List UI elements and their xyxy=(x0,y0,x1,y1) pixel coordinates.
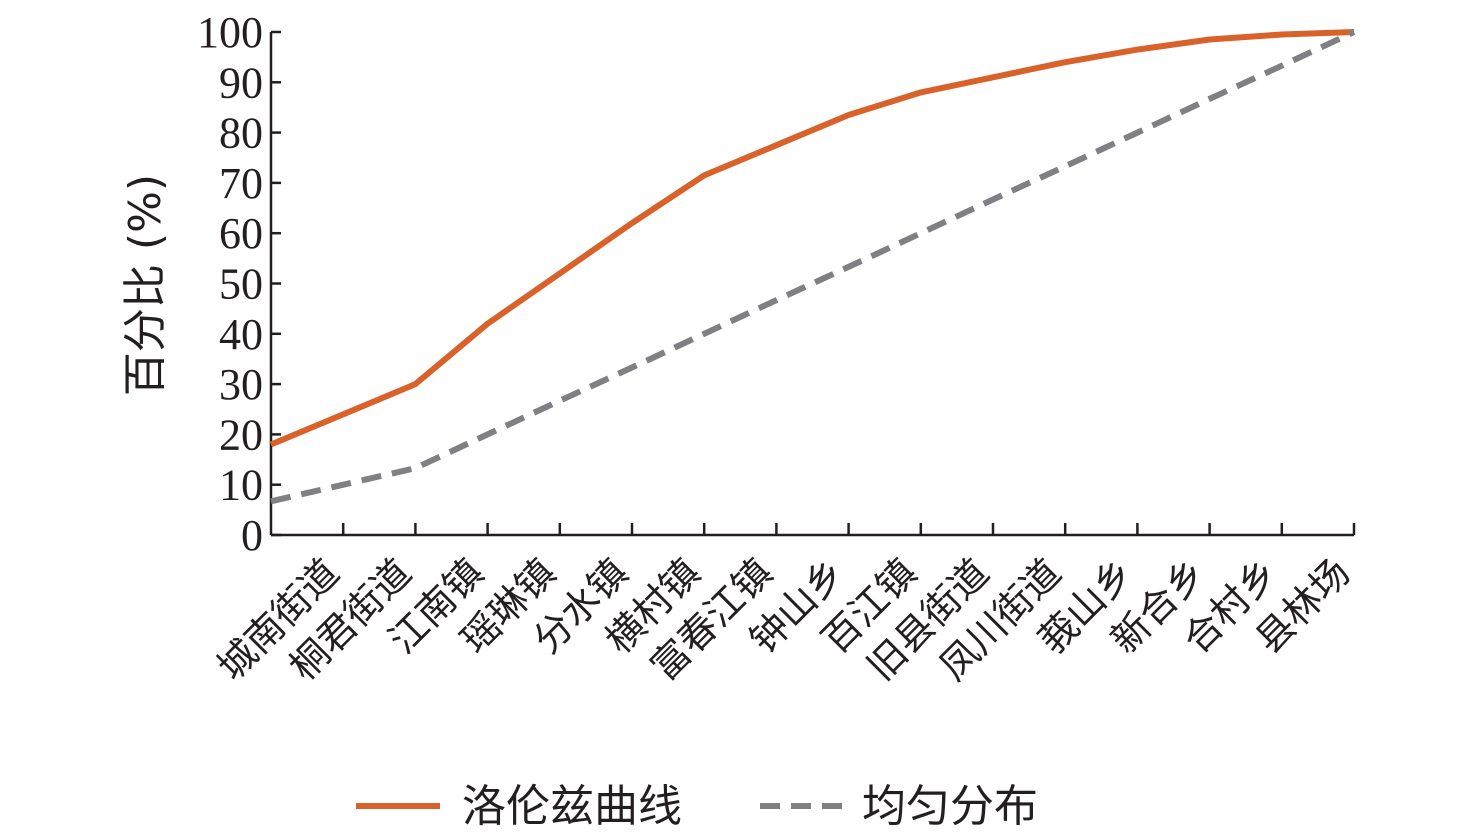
y-tick-label: 100 xyxy=(197,8,263,57)
series-line-1 xyxy=(270,29,1356,505)
y-tick-label: 10 xyxy=(219,461,263,510)
y-tick-label: 60 xyxy=(219,209,263,258)
legend-label-0: 洛伦兹曲线 xyxy=(462,781,682,832)
y-tick-label: 70 xyxy=(219,159,263,208)
series-layer xyxy=(269,29,1356,505)
legend: 洛伦兹曲线 均匀分布 xyxy=(356,781,1038,832)
y-tick-label: 20 xyxy=(219,410,263,459)
y-tick-label: 30 xyxy=(219,360,263,409)
y-tick-label: 40 xyxy=(219,310,263,359)
series-line-0 xyxy=(269,29,1355,448)
legend-label-1: 均匀分布 xyxy=(862,781,1038,832)
y-tick-label: 50 xyxy=(219,260,263,309)
y-tick-label: 80 xyxy=(219,109,263,158)
y-tick-label: 90 xyxy=(219,58,263,107)
y-axis-title: 百分比 (%) xyxy=(120,174,171,396)
y-tick-label: 0 xyxy=(241,511,263,560)
